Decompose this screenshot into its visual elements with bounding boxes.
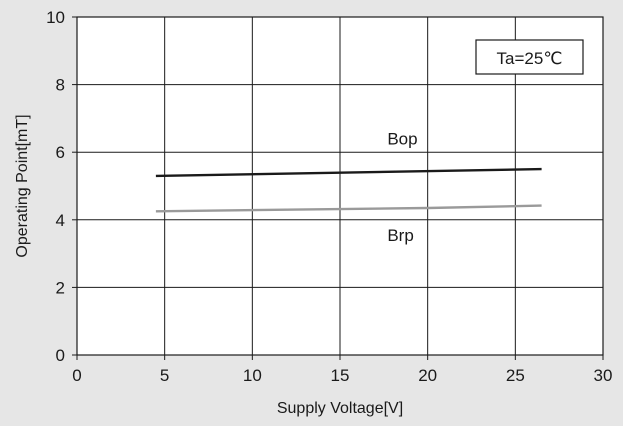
annotation-box: Ta=25℃	[475, 39, 584, 75]
series-group	[155, 167, 542, 213]
x-tick-label: 10	[243, 366, 262, 385]
x-axis-title: Supply Voltage[V]	[277, 400, 403, 417]
series-labels: Bop Brp	[387, 130, 417, 245]
grid	[77, 17, 603, 355]
x-tick-label: 25	[506, 366, 525, 385]
y-tick-label: 8	[56, 76, 65, 95]
x-tick-label: 15	[331, 366, 350, 385]
x-tick-label: 20	[418, 366, 437, 385]
y-axis-title: Operating Point[mT]	[14, 114, 31, 257]
series-line-bop	[155, 167, 542, 178]
y-tick-label: 4	[56, 211, 65, 230]
annotation-frame	[475, 39, 584, 75]
series-label-brp: Brp	[387, 226, 413, 245]
x-tick-label: 30	[594, 366, 613, 385]
y-tick-label: 10	[46, 8, 65, 27]
x-tick-label: 0	[72, 366, 81, 385]
y-tick-label: 0	[56, 346, 65, 365]
annotation-text: Ta=25℃	[497, 49, 563, 68]
series-label-bop: Bop	[387, 130, 417, 149]
series-line-brp	[155, 204, 542, 213]
y-tick-label: 6	[56, 143, 65, 162]
ticks: 0 5 10 15 20 25 30 0 2 4 6 8 10	[46, 8, 612, 385]
y-tick-label: 2	[56, 278, 65, 297]
x-tick-label: 5	[160, 366, 169, 385]
